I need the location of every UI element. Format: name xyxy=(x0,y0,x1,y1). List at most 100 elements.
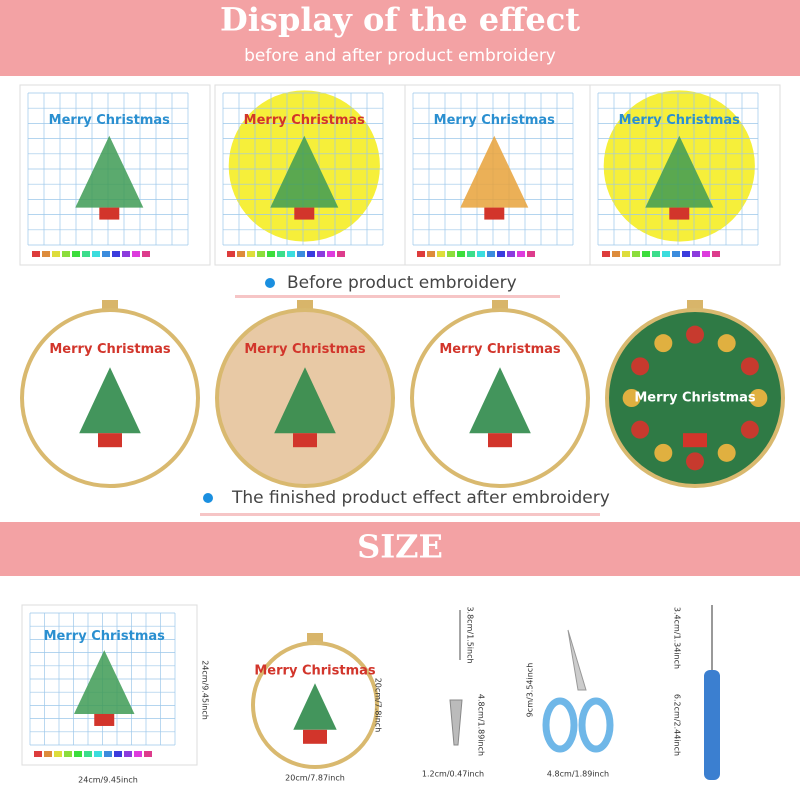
size-title: SIZE xyxy=(357,528,443,566)
tree xyxy=(460,135,529,208)
pattern-label: Merry Christmas xyxy=(44,629,166,644)
color-chip xyxy=(692,251,700,257)
pattern-label: Merry Christmas xyxy=(619,113,741,128)
tree xyxy=(270,135,339,208)
pen-body xyxy=(704,670,720,780)
tree xyxy=(79,367,141,434)
pattern-label: Merry Christmas xyxy=(434,113,556,128)
hoop-screw xyxy=(307,633,323,643)
color-chip xyxy=(247,251,255,257)
size-row: Merry Christmas Merry Christmas xyxy=(21,604,720,780)
gift xyxy=(94,713,115,726)
gift xyxy=(294,207,315,220)
color-chip xyxy=(52,251,60,257)
color-chip xyxy=(662,251,670,257)
hoop-label: Merry Christmas xyxy=(634,391,756,406)
hoop-label: Merry Christmas xyxy=(254,663,376,678)
color-chip xyxy=(114,751,122,757)
color-chip xyxy=(54,751,62,757)
size-banner xyxy=(0,522,800,576)
color-chip xyxy=(82,251,90,257)
hoop-ring xyxy=(605,308,785,488)
bullet xyxy=(265,278,275,288)
scissor-blade xyxy=(567,629,587,691)
dimension: 4.8cm/1.89inch xyxy=(547,770,609,779)
color-chip xyxy=(257,251,265,257)
color-chip xyxy=(144,751,152,757)
color-chip xyxy=(672,251,680,257)
scissor-handle xyxy=(578,697,614,753)
color-chip xyxy=(437,251,445,257)
color-chip xyxy=(92,251,100,257)
color-chip xyxy=(62,251,70,257)
gift xyxy=(484,207,505,220)
color-chip xyxy=(427,251,435,257)
color-chip xyxy=(622,251,630,257)
wreath-ornament xyxy=(654,443,673,462)
color-chip xyxy=(612,251,620,257)
color-chip xyxy=(44,751,52,757)
color-chip xyxy=(122,251,130,257)
gift xyxy=(683,433,707,448)
color-chip xyxy=(467,251,475,257)
color-chip xyxy=(227,251,235,257)
pattern-row: Merry Christmas Merry Christmas Merry Chri… xyxy=(19,84,781,266)
color-chip xyxy=(102,251,110,257)
color-chip xyxy=(142,251,150,257)
color-chip xyxy=(124,751,132,757)
wreath-ornament xyxy=(717,334,736,353)
dimension: 24cm/9.45inch xyxy=(78,776,138,785)
color-chip xyxy=(297,251,305,257)
color-chip xyxy=(104,751,112,757)
wreath-ornament xyxy=(749,389,768,407)
color-chip xyxy=(94,751,102,757)
gift xyxy=(669,207,690,220)
bullet xyxy=(203,493,213,503)
color-chip xyxy=(527,251,535,257)
color-chip xyxy=(702,251,710,257)
hoop-row: Merry Christmas Merry Christmas Merry Chri… xyxy=(20,300,785,488)
color-chip xyxy=(517,251,525,257)
color-chip xyxy=(74,751,82,757)
color-chip xyxy=(32,251,40,257)
color-chip xyxy=(487,251,495,257)
wreath-ornament xyxy=(717,443,736,462)
tree xyxy=(469,367,531,434)
color-chip xyxy=(287,251,295,257)
dimension: 9cm/3.54inch xyxy=(526,663,535,718)
color-chip xyxy=(134,751,142,757)
wreath-ornament xyxy=(654,334,673,353)
color-chip xyxy=(447,251,455,257)
wreath-ornament xyxy=(631,420,650,439)
wreath-ornament xyxy=(622,389,641,407)
color-chip xyxy=(497,251,505,257)
color-chip xyxy=(317,251,325,257)
dimension: 20cm/7.87inch xyxy=(285,774,345,783)
color-chip xyxy=(602,251,610,257)
hoop-screw xyxy=(102,300,118,310)
color-chip xyxy=(84,751,92,757)
top-banner xyxy=(0,0,800,76)
color-chip xyxy=(652,251,660,257)
wreath-ornament xyxy=(740,357,759,376)
caption: Before product embroidery xyxy=(287,273,517,293)
gift xyxy=(303,729,327,744)
gift xyxy=(293,433,317,448)
color-chip xyxy=(267,251,275,257)
color-chip xyxy=(507,251,515,257)
color-chip xyxy=(64,751,72,757)
gift xyxy=(488,433,512,448)
tree xyxy=(293,683,337,730)
color-chip xyxy=(457,251,465,257)
color-chip xyxy=(132,251,140,257)
color-chip xyxy=(477,251,485,257)
underline xyxy=(200,513,600,516)
dimension: 20cm/7.8inch xyxy=(374,678,383,733)
hoop-label: Merry Christmas xyxy=(244,342,366,357)
gift xyxy=(99,207,120,220)
color-chip xyxy=(337,251,345,257)
tree xyxy=(75,135,144,208)
pattern-label: Merry Christmas xyxy=(244,113,366,128)
threader xyxy=(449,699,463,746)
